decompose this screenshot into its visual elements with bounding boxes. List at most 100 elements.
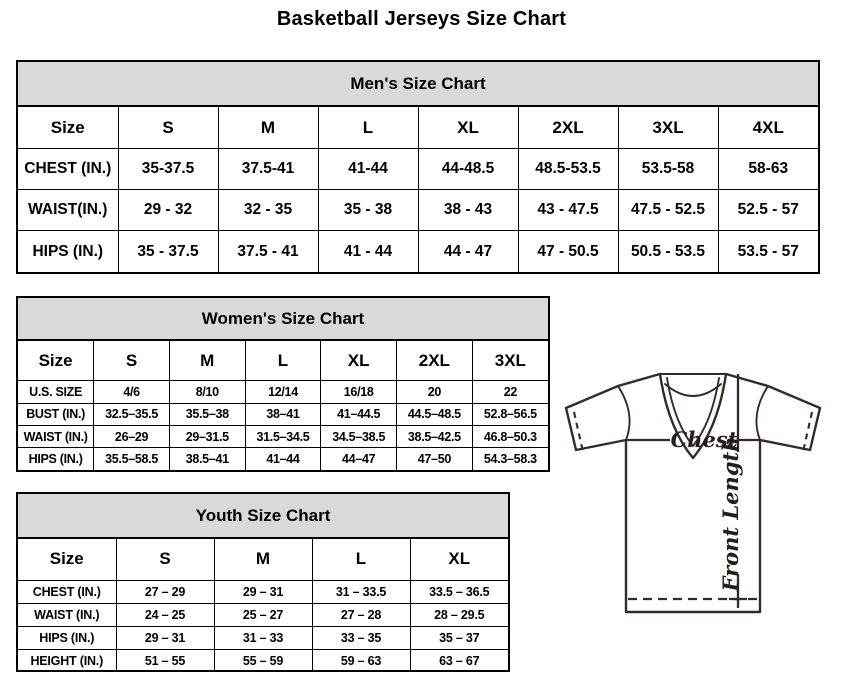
womens-row-label-bust: BUST (IN.): [18, 402, 95, 426]
youth-size-header-l: L: [311, 538, 411, 581]
youth-cell-waist-l: 27 – 28: [311, 602, 411, 627]
youth-cell-height-xl: 63 – 67: [409, 648, 508, 672]
youth-cell-waist-xl: 28 – 29.5: [409, 602, 508, 627]
mens-row-chest: CHEST (IN.) 35-37.5 37.5-41 41-44 44-48.…: [18, 147, 818, 191]
womens-row-us-size: U.S. SIZE 4/6 8/10 12/14 16/18 20 22: [18, 380, 548, 404]
womens-cell-hips-xl: 44–47: [320, 447, 398, 470]
mens-cell-chest-4xl: 58-63: [717, 147, 818, 191]
jersey-right-sleeve-hem-dash: [801, 411, 814, 453]
mens-cell-hips-s: 35 - 37.5: [117, 230, 219, 272]
womens-cell-us-size-s: 4/6: [93, 380, 170, 404]
youth-cell-height-m: 55 – 59: [213, 648, 313, 672]
mens-cell-chest-m: 37.5-41: [217, 147, 319, 191]
womens-cell-bust-xl: 41–44.5: [320, 402, 398, 426]
mens-cell-waist-xl: 38 - 43: [417, 189, 519, 232]
youth-cell-waist-m: 25 – 27: [213, 602, 313, 627]
womens-cell-hips-l: 41–44: [244, 447, 322, 470]
womens-corner-label: Size: [18, 340, 95, 382]
youth-cell-chest-xl: 33.5 – 36.5: [409, 579, 508, 604]
youth-row-label-height: HEIGHT (IN.): [18, 648, 117, 672]
mens-size-header-m: M: [217, 106, 319, 149]
womens-cell-waist-3xl: 46.8–50.3: [471, 424, 548, 449]
mens-cell-chest-l: 41-44: [317, 147, 419, 191]
womens-size-header-l: L: [244, 340, 322, 382]
jersey-left-armhole-seam: [617, 385, 631, 441]
youth-chart-band-title: Youth Size Chart: [18, 494, 508, 539]
jersey-measurement-diagram: Chest Front Length: [548, 356, 838, 646]
youth-header-row: Size S M L XL: [18, 538, 508, 581]
youth-cell-hips-l: 33 – 35: [311, 625, 411, 650]
youth-cell-hips-xl: 35 – 37: [409, 625, 508, 650]
womens-band-row: Women's Size Chart: [18, 298, 548, 342]
mens-size-header-xl: XL: [417, 106, 519, 149]
womens-cell-hips-3xl: 54.3–58.3: [471, 447, 548, 470]
womens-cell-waist-s: 26–29: [93, 424, 170, 449]
jersey-vneck-outer: [658, 372, 728, 460]
mens-cell-waist-3xl: 47.5 - 52.5: [617, 189, 719, 232]
mens-row-label-waist: WAIST(IN.): [18, 189, 119, 232]
youth-size-header-s: S: [115, 538, 215, 581]
youth-cell-chest-l: 31 – 33.5: [311, 579, 411, 604]
youth-size-header-xl: XL: [409, 538, 508, 581]
womens-row-bust: BUST (IN.) 32.5–35.5 35.5–38 38–41 41–44…: [18, 402, 548, 426]
womens-size-header-2xl: 2XL: [396, 340, 473, 382]
womens-size-header-s: S: [93, 340, 170, 382]
jersey-collar-arc: [664, 383, 722, 397]
womens-size-header-3xl: 3XL: [471, 340, 548, 382]
womens-header-row: Size S M L XL 2XL 3XL: [18, 340, 548, 382]
womens-cell-us-size-3xl: 22: [471, 380, 548, 404]
youth-row-label-chest: CHEST (IN.): [18, 579, 117, 604]
womens-cell-waist-l: 31.5–34.5: [244, 424, 322, 449]
mens-cell-waist-l: 35 - 38: [317, 189, 419, 232]
mens-cell-chest-3xl: 53.5-58: [617, 147, 719, 191]
mens-corner-label: Size: [18, 106, 119, 149]
youth-row-label-hips: HIPS (IN.): [18, 625, 117, 650]
youth-corner-label: Size: [18, 538, 117, 581]
mens-row-label-hips: HIPS (IN.): [18, 230, 119, 272]
mens-header-row: Size S M L XL 2XL 3XL 4XL: [18, 106, 818, 149]
womens-cell-bust-m: 35.5–38: [168, 402, 246, 426]
jersey-right-armhole-seam: [755, 385, 769, 441]
womens-row-label-hips: HIPS (IN.): [18, 447, 95, 470]
mens-cell-waist-2xl: 43 - 47.5: [517, 189, 619, 232]
womens-cell-bust-3xl: 52.8–56.5: [471, 402, 548, 426]
youth-cell-chest-m: 29 – 31: [213, 579, 313, 604]
youth-cell-waist-s: 24 – 25: [115, 602, 215, 627]
mens-row-waist: WAIST(IN.) 29 - 32 32 - 35 35 - 38 38 - …: [18, 189, 818, 232]
mens-cell-hips-l: 41 - 44: [317, 230, 419, 272]
womens-cell-hips-2xl: 47–50: [396, 447, 473, 470]
mens-cell-waist-s: 29 - 32: [117, 189, 219, 232]
womens-cell-hips-m: 38.5–41: [168, 447, 246, 470]
mens-size-header-l: L: [317, 106, 419, 149]
youth-cell-hips-m: 31 – 33: [213, 625, 313, 650]
mens-chart-band-title: Men's Size Chart: [18, 62, 818, 108]
chest-measure-label: Chest: [671, 427, 738, 452]
womens-cell-bust-2xl: 44.5–48.5: [396, 402, 473, 426]
womens-cell-waist-xl: 34.5–38.5: [320, 424, 398, 449]
youth-size-chart-table: Youth Size Chart Size S M L XL CHEST (IN…: [16, 492, 510, 672]
womens-cell-hips-s: 35.5–58.5: [93, 447, 170, 470]
youth-size-header-m: M: [213, 538, 313, 581]
mens-cell-hips-3xl: 50.5 - 53.5: [617, 230, 719, 272]
youth-band-row: Youth Size Chart: [18, 494, 508, 539]
mens-row-label-chest: CHEST (IN.): [18, 147, 119, 191]
womens-cell-bust-s: 32.5–35.5: [93, 402, 170, 426]
mens-cell-hips-2xl: 47 - 50.5: [517, 230, 619, 272]
womens-cell-waist-m: 29–31.5: [168, 424, 246, 449]
youth-cell-chest-s: 27 – 29: [115, 579, 215, 604]
mens-cell-hips-4xl: 53.5 - 57: [717, 230, 818, 272]
youth-cell-hips-s: 29 – 31: [115, 625, 215, 650]
youth-row-hips: HIPS (IN.) 29 – 31 31 – 33 33 – 35 35 – …: [18, 625, 508, 650]
page-title: Basketball Jerseys Size Chart: [276, 8, 567, 30]
womens-cell-us-size-xl: 16/18: [320, 380, 398, 404]
mens-size-header-3xl: 3XL: [617, 106, 719, 149]
youth-row-chest: CHEST (IN.) 27 – 29 29 – 31 31 – 33.5 33…: [18, 579, 508, 604]
womens-cell-us-size-m: 8/10: [168, 380, 246, 404]
womens-cell-us-size-2xl: 20: [396, 380, 473, 404]
womens-cell-us-size-l: 12/14: [244, 380, 322, 404]
jersey-body-outline: [564, 372, 822, 614]
front-length-measure-label: Front Length: [718, 437, 743, 593]
youth-row-height: HEIGHT (IN.) 51 – 55 55 – 59 59 – 63 63 …: [18, 648, 508, 672]
mens-row-hips: HIPS (IN.) 35 - 37.5 37.5 - 41 41 - 44 4…: [18, 230, 818, 272]
womens-row-label-us-size: U.S. SIZE: [18, 380, 95, 404]
